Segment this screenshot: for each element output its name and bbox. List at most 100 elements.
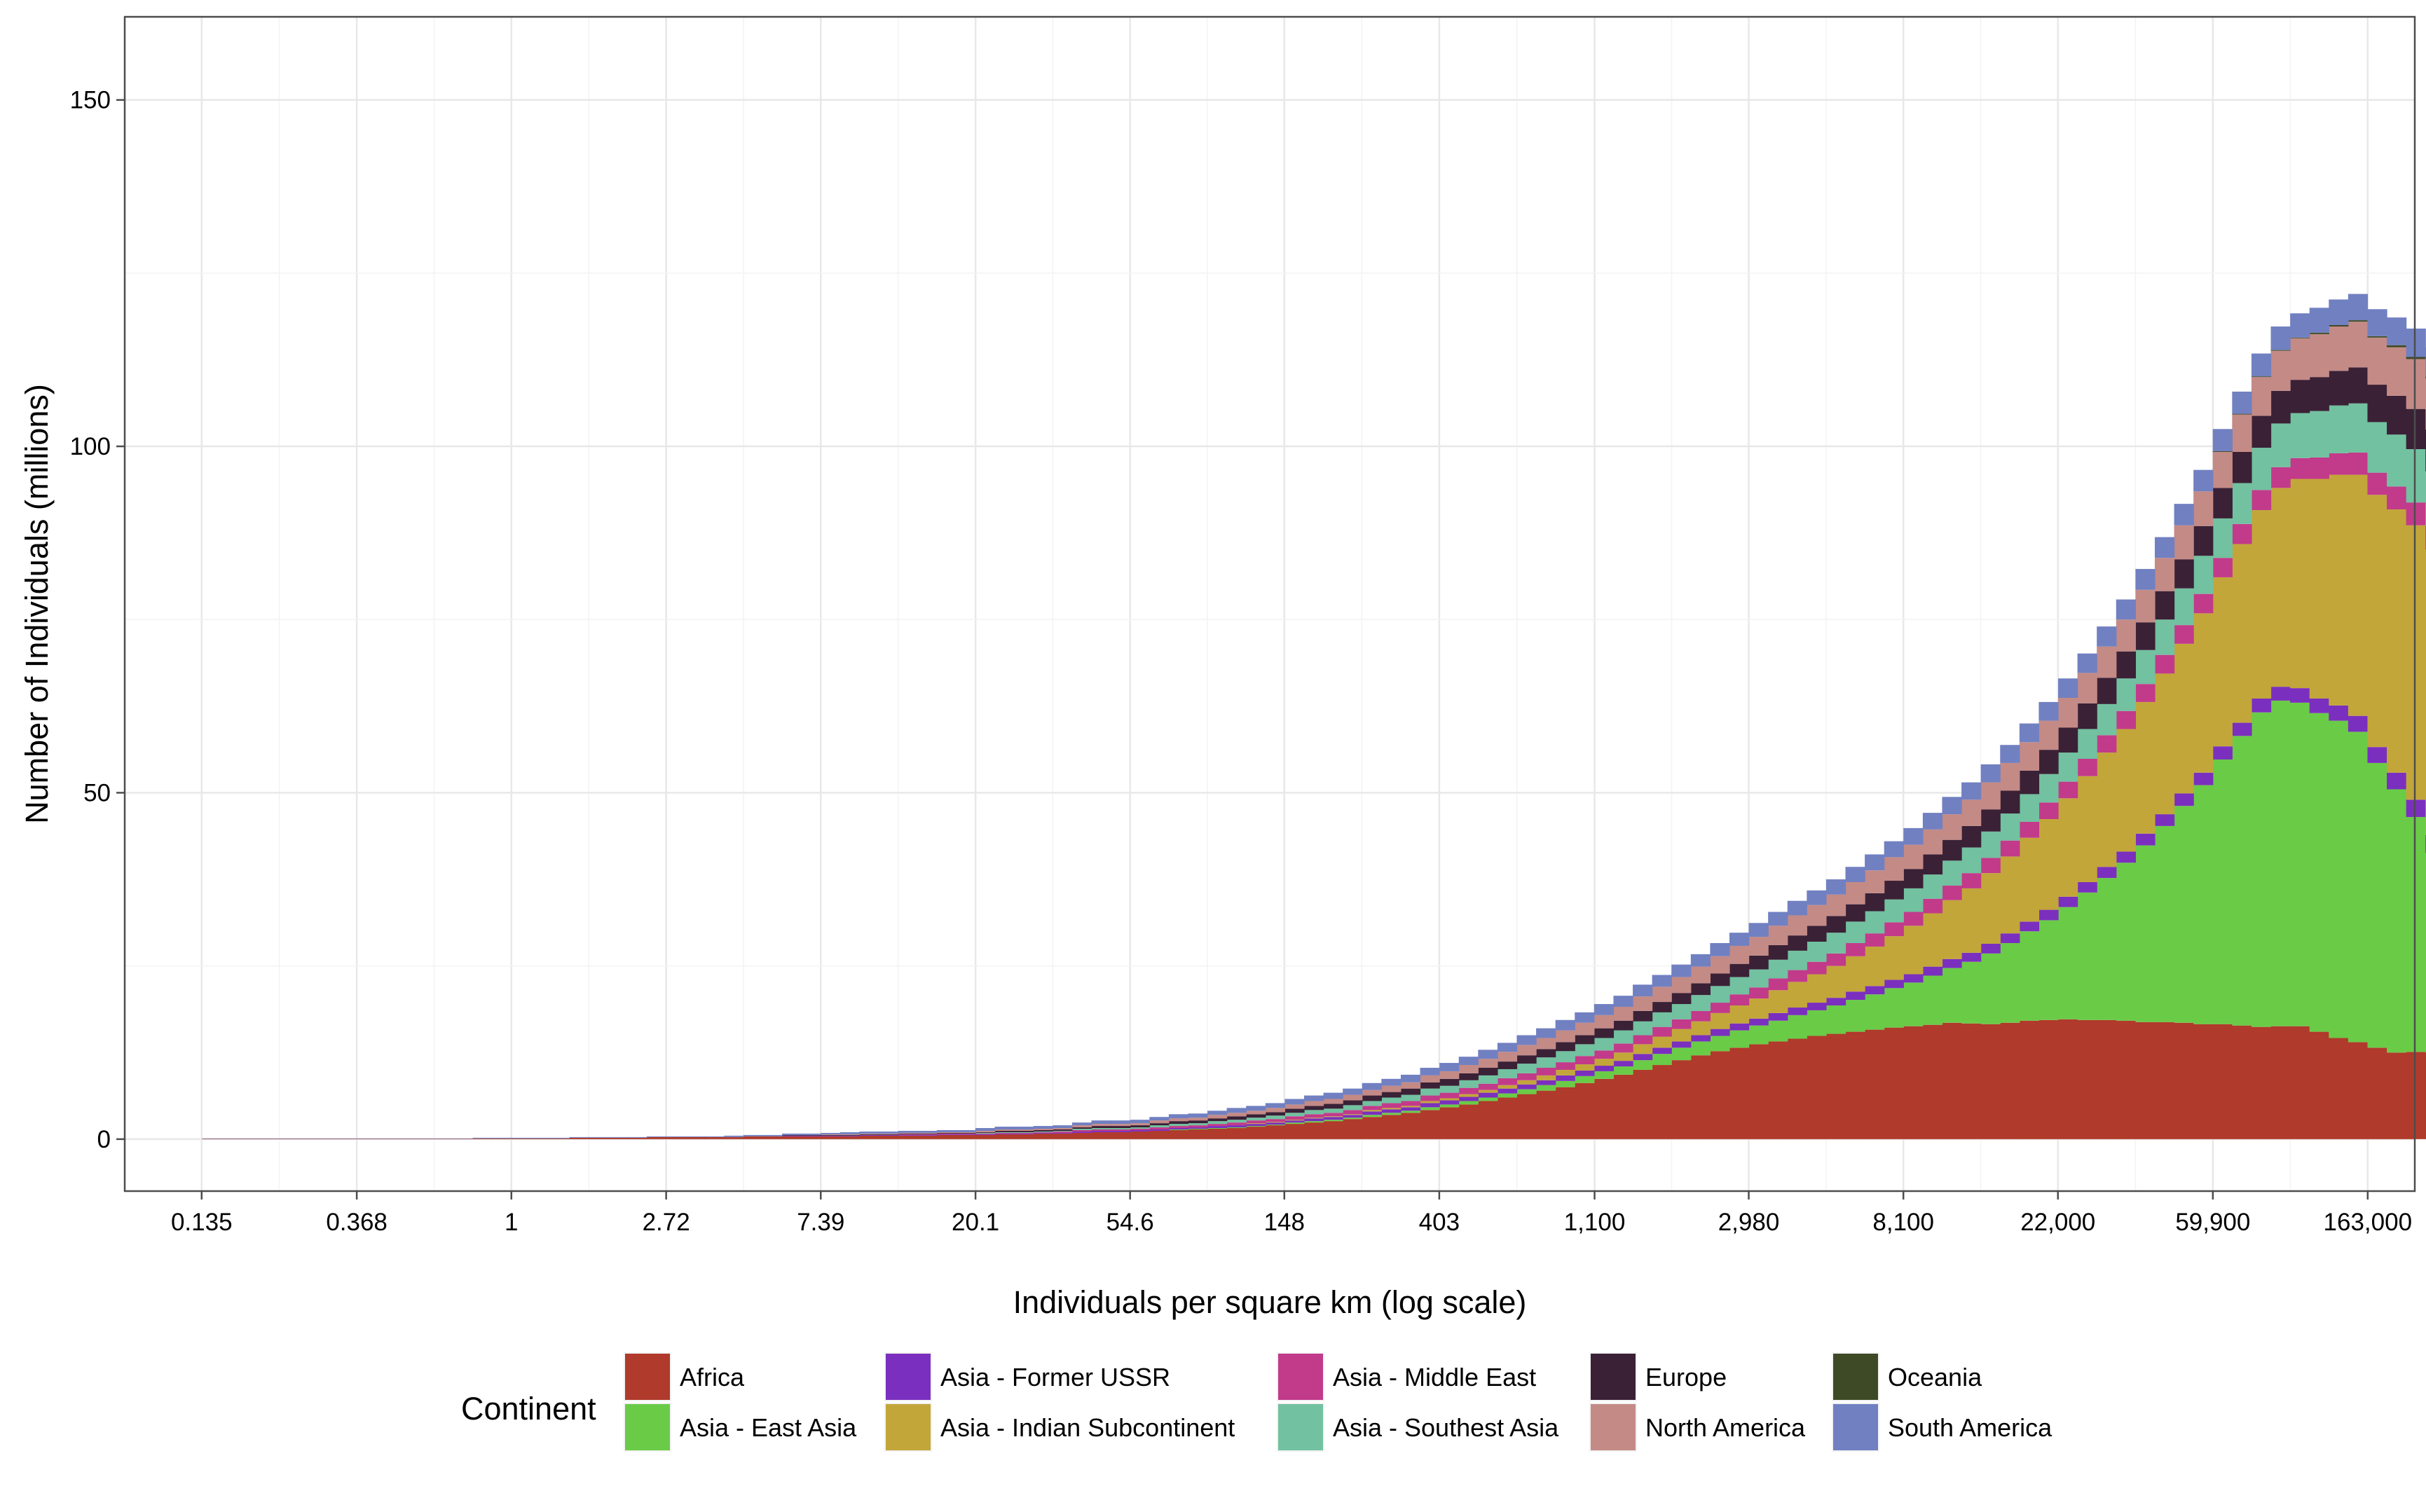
bar-africa: [2212, 1024, 2233, 1139]
bar-asia-indian-subcontinent: [2019, 837, 2040, 922]
bar-africa: [1420, 1110, 1440, 1139]
bar-europe: [1922, 854, 1943, 875]
bar-asia-middle-east: [1710, 1003, 1730, 1013]
bar-oceania: [2232, 413, 2252, 415]
bar-asia-southest-asia: [1865, 911, 1885, 934]
legend-swatch-asia-southest-asia: [1278, 1404, 1323, 1450]
bar-north-america: [1362, 1090, 1382, 1096]
bar-asia-former-ussr: [1961, 952, 1982, 962]
bar-asia-indian-subcontinent: [1922, 913, 1943, 967]
bar-north-america: [1265, 1108, 1285, 1113]
bar-south-america: [1265, 1103, 1285, 1108]
bar-south-america: [627, 1136, 647, 1138]
bar-south-america: [530, 1137, 551, 1139]
bar-europe: [1362, 1095, 1382, 1101]
bar-asia-former-ussr: [1942, 958, 1962, 968]
bar-asia-middle-east: [2019, 821, 2040, 838]
x-tick-label: 2.72: [643, 1209, 690, 1236]
bar-asia-former-ussr: [1884, 980, 1904, 989]
bar-asia-former-ussr: [2367, 747, 2387, 763]
bar-asia-indian-subcontinent: [1903, 926, 1924, 975]
bar-south-america: [608, 1136, 628, 1138]
bar-asia-former-ussr: [1536, 1080, 1556, 1085]
bar-asia-middle-east: [1343, 1110, 1363, 1115]
bar-asia-east-asia: [2406, 817, 2426, 1052]
bar-europe: [1690, 983, 1711, 996]
bar-asia-former-ussr: [1420, 1103, 1440, 1108]
bar-north-america: [1845, 881, 1865, 905]
bar-south-america: [898, 1130, 918, 1133]
bar-europe: [1516, 1055, 1537, 1064]
bar-asia-southest-asia: [1362, 1101, 1382, 1106]
bar-asia-middle-east: [2270, 467, 2291, 488]
bar-africa: [1690, 1055, 1711, 1139]
bar-africa: [685, 1136, 706, 1139]
bar-south-america: [1671, 964, 1692, 977]
bar-asia-southest-asia: [1168, 1124, 1189, 1127]
bar-africa: [917, 1135, 938, 1139]
bar-south-america: [2000, 745, 2020, 763]
bar-asia-middle-east: [2135, 684, 2156, 702]
bar-europe: [2406, 408, 2426, 450]
bar-asia-southest-asia: [1787, 950, 1807, 970]
bar-europe: [1033, 1129, 1053, 1132]
bar-south-america: [1226, 1108, 1247, 1113]
bar-south-america: [1748, 923, 1769, 937]
bar-asia-middle-east: [1323, 1113, 1343, 1117]
bar-asia-former-ussr: [1575, 1070, 1595, 1076]
bar-africa: [1884, 1027, 1904, 1139]
bar-north-america: [1613, 1006, 1633, 1021]
bar-asia-indian-subcontinent: [1845, 956, 1865, 992]
bar-asia-southest-asia: [1284, 1113, 1305, 1117]
bar-asia-east-asia: [1768, 1020, 1788, 1042]
bar-north-america: [1439, 1071, 1460, 1079]
bar-asia-indian-subcontinent: [1710, 1012, 1730, 1029]
bar-asia-middle-east: [994, 1132, 1015, 1134]
bar-asia-former-ussr: [1071, 1131, 1092, 1133]
bar-asia-indian-subcontinent: [1787, 982, 1807, 1008]
bar-asia-east-asia: [1536, 1085, 1556, 1091]
bar-asia-east-asia: [2058, 907, 2078, 1019]
bar-africa: [2019, 1020, 2040, 1139]
bar-asia-southest-asia: [1014, 1132, 1034, 1133]
bar-oceania: [2406, 357, 2426, 359]
bar-south-america: [1497, 1043, 1518, 1052]
bar-asia-east-asia: [1807, 1010, 1827, 1036]
bar-asia-east-asia: [2348, 731, 2369, 1043]
bar-europe: [2116, 651, 2136, 679]
x-tick-label: 1: [505, 1209, 518, 1236]
bar-north-america: [1130, 1123, 1150, 1126]
bar-south-america: [1575, 1012, 1595, 1023]
bar-asia-east-asia: [1748, 1025, 1769, 1045]
bar-asia-east-asia: [1942, 968, 1962, 1023]
bar-south-america: [1536, 1028, 1556, 1038]
bar-asia-middle-east: [1865, 933, 1885, 947]
bar-south-america: [859, 1131, 879, 1134]
bar-africa: [898, 1135, 918, 1139]
bar-asia-former-ussr: [2251, 698, 2272, 713]
bar-africa: [1207, 1129, 1228, 1139]
legend-label-asia-former-ussr: Asia - Former USSR: [940, 1363, 1170, 1391]
bar-asia-indian-subcontinent: [2174, 643, 2194, 794]
bar-south-america: [975, 1128, 996, 1131]
bar-asia-east-asia: [1729, 1030, 1750, 1048]
bar-asia-middle-east: [1226, 1122, 1247, 1126]
bar-north-america: [1690, 966, 1711, 984]
bar-asia-east-asia: [2019, 931, 2040, 1021]
bar-europe: [975, 1132, 996, 1133]
x-tick-label: 0.135: [171, 1209, 233, 1236]
bar-asia-east-asia: [1787, 1015, 1807, 1039]
bar-asia-former-ussr: [1226, 1125, 1247, 1128]
bar-europe: [1111, 1126, 1131, 1129]
bar-south-america: [1633, 984, 1653, 997]
bar-asia-middle-east: [1246, 1120, 1266, 1124]
bar-south-america: [2077, 653, 2097, 673]
bar-north-america: [2038, 720, 2059, 750]
bar-asia-middle-east: [2212, 558, 2233, 577]
bar-africa: [1053, 1133, 1073, 1139]
bar-asia-middle-east: [2097, 735, 2117, 753]
bar-north-america: [2270, 350, 2291, 391]
bar-north-america: [1168, 1118, 1189, 1122]
x-tick-label: 148: [1264, 1209, 1305, 1236]
bar-asia-southest-asia: [1458, 1080, 1479, 1088]
